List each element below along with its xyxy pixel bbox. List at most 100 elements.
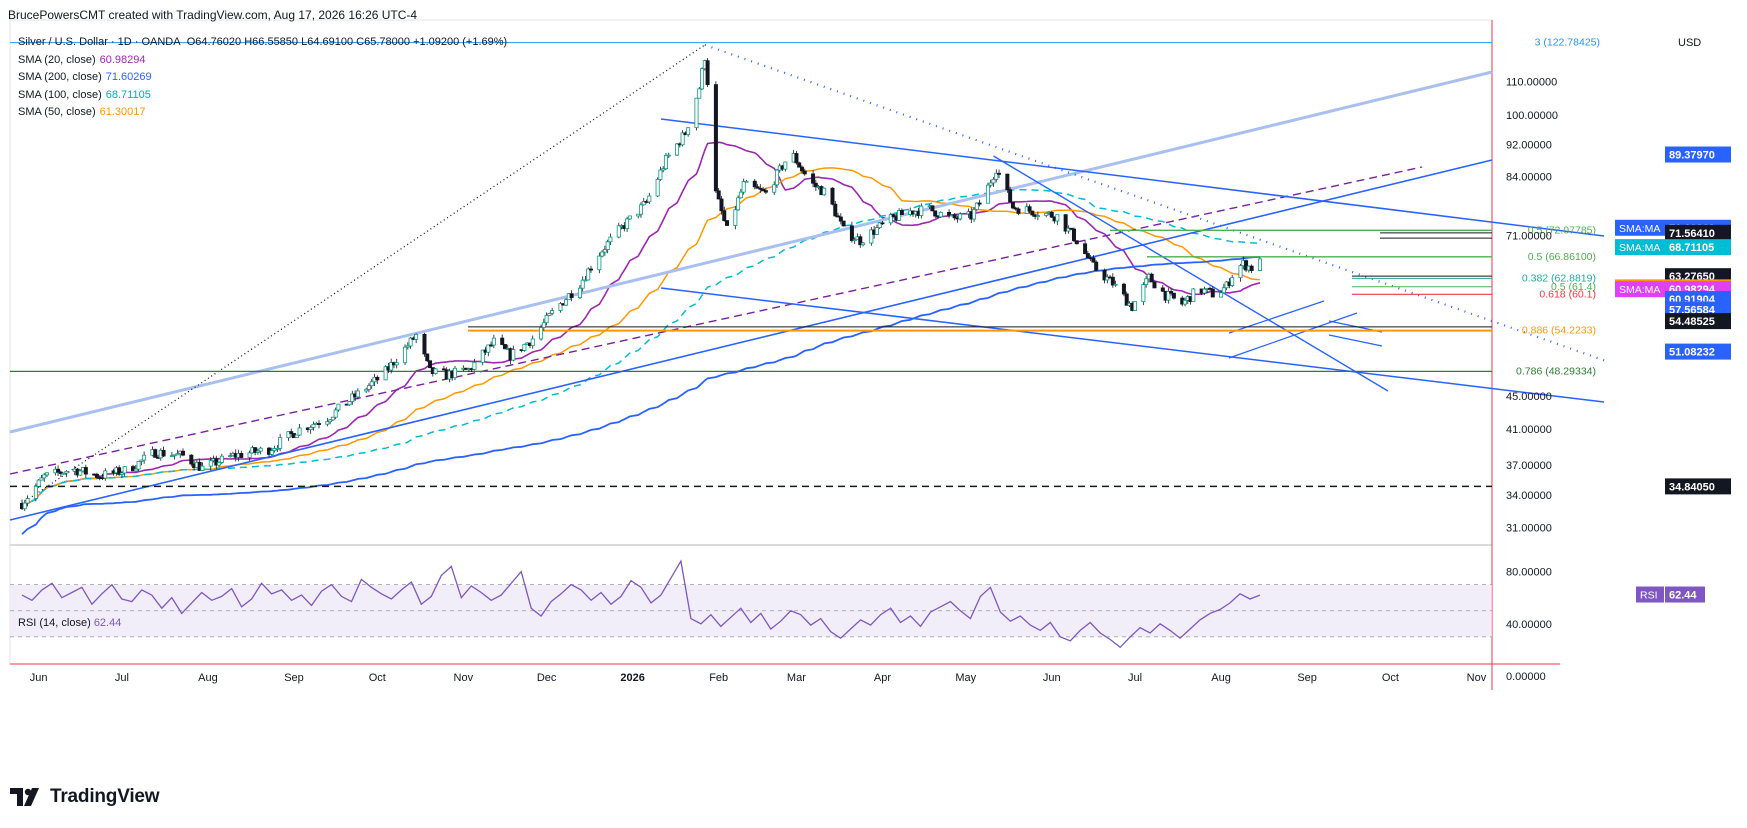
candle-body <box>849 225 854 241</box>
descending-channel-upper <box>660 118 1605 237</box>
candle-body <box>569 293 574 298</box>
candle-body <box>405 345 410 348</box>
candle-body <box>1219 292 1224 298</box>
candle-body <box>1091 257 1096 263</box>
candle-body <box>219 455 224 463</box>
candle-body <box>1016 208 1021 214</box>
fib-label: 0.886 (54.2233) <box>1522 325 1596 337</box>
candle-body <box>153 449 158 458</box>
candle-body <box>755 186 760 189</box>
candle-body <box>680 132 685 146</box>
overlays: 3 (122.78425) 0.5 (72.07785) 0.5 (66.86100… <box>9 37 1607 535</box>
flag-upper <box>1228 300 1325 334</box>
x-tick-label: Nov <box>1467 672 1487 684</box>
candle-body <box>625 218 630 230</box>
y-tick-label: 41.00000 <box>1506 424 1552 436</box>
x-tick-label: Jul <box>115 672 129 684</box>
candle-body <box>1044 212 1049 216</box>
candle-body <box>738 191 743 199</box>
candle-body <box>663 154 668 170</box>
candle-body <box>64 470 69 474</box>
candle-body <box>736 197 741 211</box>
candle-body <box>586 268 591 281</box>
flag-lower <box>1228 312 1358 359</box>
price-tag-text: 54.48525 <box>1669 316 1715 328</box>
candle-body <box>491 337 496 346</box>
candle-body <box>1249 265 1254 271</box>
candle-body <box>56 468 61 473</box>
candle-body <box>744 180 749 183</box>
candle-body <box>1160 287 1165 292</box>
candle-body <box>1149 273 1154 283</box>
sma-value-bg <box>1665 239 1731 256</box>
y-tick-label: 110.00000 <box>1506 76 1557 88</box>
candle-body <box>39 477 44 481</box>
candle-body <box>988 182 993 186</box>
currency-label[interactable]: USD <box>1678 37 1702 49</box>
x-tick-label: Sep <box>284 672 304 684</box>
candle-body <box>1113 283 1118 286</box>
y-tick-label: 100.00000 <box>1506 110 1558 122</box>
candle-body <box>433 368 438 375</box>
candle-body <box>425 353 430 362</box>
candle-body <box>705 60 710 85</box>
candle-body <box>666 154 671 157</box>
candle-body <box>336 403 341 411</box>
candle-body <box>655 179 660 197</box>
candle-body <box>333 409 338 418</box>
candle-body <box>919 205 924 216</box>
candle-body <box>1183 299 1188 305</box>
candle-body <box>375 376 380 381</box>
fib-label: 0.618 (60.1) <box>1539 288 1596 300</box>
candle-body <box>547 313 552 316</box>
candle-body <box>330 416 335 421</box>
candle-body <box>811 173 816 184</box>
candle-body <box>239 453 244 458</box>
candle-body <box>616 225 621 238</box>
x-tick-label: Aug <box>1211 672 1231 684</box>
candle-body <box>258 447 263 452</box>
candle-body <box>328 419 333 423</box>
candle-body <box>25 498 30 504</box>
candle-body <box>1085 253 1090 259</box>
candle-body <box>597 255 602 271</box>
candle-body <box>175 453 180 456</box>
candle-body <box>78 470 83 476</box>
rsi-tick-label: 0.00000 <box>1506 671 1546 683</box>
candle-body <box>813 182 818 188</box>
candle-body <box>833 203 838 217</box>
symbol-row: Silver / U.S. Dollar · 1D · OANDA O64.76… <box>18 34 507 52</box>
sma-tag-bg <box>1615 239 1665 256</box>
sma-tag-text: SMA:MA <box>1619 284 1660 296</box>
ohlc-readout: O64.76020 H66.55850 L64.69100 C65.78000 … <box>186 36 508 48</box>
candle-body <box>858 236 863 246</box>
ascending-channel-upper-halo <box>9 70 1493 434</box>
candle-body <box>94 473 99 478</box>
candle-body <box>874 227 879 235</box>
price-label: SMA:MA 68.71105 <box>1615 239 1731 256</box>
candle-body <box>1133 301 1138 311</box>
candle-body <box>355 390 360 398</box>
candle-body <box>774 169 779 186</box>
candle-body <box>836 215 841 218</box>
fib-label: 0.786 (48.29334) <box>1516 365 1596 377</box>
rsi-line <box>21 559 1261 649</box>
candle-body <box>675 143 680 156</box>
y-tick-label: 71.00000 <box>1506 231 1552 243</box>
candle-body <box>1221 287 1226 294</box>
candle-body <box>719 198 724 212</box>
sma-200-line <box>21 256 1260 535</box>
candle-body <box>544 315 549 324</box>
sma-tag-text: SMA:MA <box>1619 223 1660 235</box>
candle-body <box>486 344 491 353</box>
candle-body <box>247 452 252 458</box>
candle-body <box>716 190 721 200</box>
candles <box>19 58 1262 511</box>
candle-body <box>930 205 935 212</box>
sma-value-text: 68.71105 <box>1669 242 1714 254</box>
candle-body <box>255 450 260 453</box>
candle-body <box>142 454 147 461</box>
tradingview-logo[interactable]: TradingView <box>10 786 160 808</box>
x-tick-label: Sep <box>1297 672 1317 684</box>
